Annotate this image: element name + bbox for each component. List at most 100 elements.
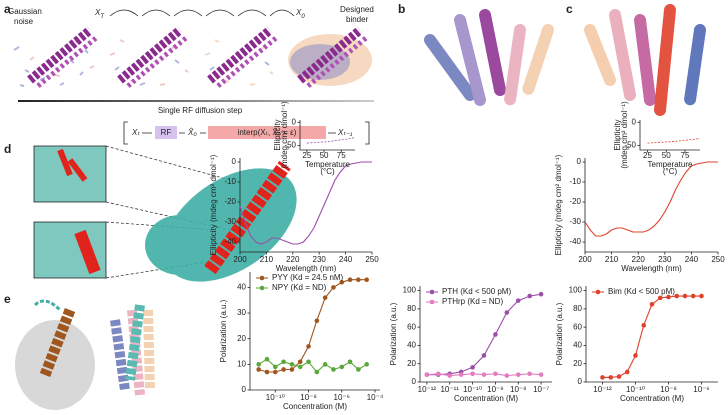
chart: 200 210 220 230 240 250 0 -10 -20 -30 -40 Wavelengt… — [209, 154, 379, 273]
y-axis-label: (mdeg cm² dmol⁻¹) — [620, 101, 629, 169]
x-tick-label: 10⁻⁶ — [334, 393, 350, 402]
line — [239, 161, 372, 245]
structure-b — [424, 9, 554, 106]
point — [608, 375, 614, 380]
point — [297, 364, 303, 370]
line — [647, 138, 701, 144]
point — [600, 375, 605, 380]
point — [331, 367, 336, 372]
axes — [585, 286, 718, 383]
fit-line — [258, 279, 367, 373]
noise-cloud — [13, 39, 274, 87]
legend-marker — [259, 275, 265, 281]
x-tick-label: 220 — [286, 255, 300, 264]
x-tick-label: 10⁻⁶ — [693, 385, 709, 394]
y-tick-label: 40 — [573, 341, 582, 350]
x-0-label: X0 — [295, 8, 305, 19]
x-tick-label: 10⁻⁹ — [487, 385, 504, 394]
y-tick-label: 40 — [407, 341, 416, 350]
point — [314, 369, 320, 375]
x-axis-label: Concentration (M) — [454, 394, 518, 403]
x-axis-label: Temperature — [648, 160, 693, 169]
chart: 10⁻¹² 10⁻¹⁰ 10⁻⁸ 10⁻⁶ 0 20 40 60 80 100 Concentrat… — [555, 286, 718, 403]
panel-label: e — [4, 292, 11, 306]
y-tick-label: -30 — [224, 217, 236, 226]
point — [281, 367, 286, 372]
chart: 10⁻¹⁰ 10⁻⁸ 10⁻⁶ 10⁻⁴ 0 10 20 30 40 Concentration … — [219, 272, 384, 411]
x-tick-label: 10⁻¹¹ — [440, 385, 459, 394]
binder-helix — [204, 160, 291, 275]
x-tick-label: 10⁻¹² — [593, 385, 612, 394]
point — [347, 359, 353, 365]
point — [264, 369, 270, 375]
y-tick-label: -10 — [569, 177, 581, 186]
zoom-residue — [74, 229, 101, 275]
structure-e — [15, 320, 95, 410]
zoom-residue — [57, 148, 88, 182]
legend-marker — [429, 299, 435, 305]
point — [314, 318, 320, 324]
legend-marker — [429, 289, 435, 295]
subscript: T — [100, 14, 105, 20]
point — [306, 344, 311, 349]
legend-marker — [259, 285, 265, 291]
point — [331, 285, 336, 290]
y-axis-label: (mdeg cm² dmol⁻¹) — [280, 101, 289, 169]
y-tick-label: -50 — [284, 140, 296, 149]
y-tick-label: 20 — [573, 359, 582, 368]
step-label: Single RF diffusion step — [158, 106, 243, 115]
protein-helix — [30, 30, 96, 86]
x-tick-label: 25 — [302, 151, 311, 160]
y-tick-label: 60 — [573, 322, 582, 331]
eq-box — [208, 126, 326, 139]
step-bar — [18, 100, 374, 102]
diffusion-arrows — [109, 9, 295, 17]
x-tick-label: 10⁻⁸ — [660, 385, 677, 394]
x-axis-label: Wavelength (nm) — [276, 264, 337, 273]
point — [624, 369, 630, 375]
y-tick-label: -20 — [224, 197, 236, 206]
point — [515, 372, 521, 377]
y-axis-label: Polarization (a.u.) — [389, 302, 398, 365]
symbol: X — [94, 8, 101, 17]
axes — [584, 158, 718, 253]
x-tick-label: 75 — [337, 151, 346, 160]
point — [281, 359, 286, 365]
point — [470, 371, 475, 377]
legend-marker — [595, 289, 601, 295]
y-tick-label: 60 — [407, 322, 416, 331]
x-axis-label: Wavelength (nm) — [621, 264, 682, 273]
x-tick-label: 240 — [685, 255, 699, 264]
x-tick-label: 230 — [658, 255, 672, 264]
point — [649, 301, 655, 307]
panel-label: c — [566, 2, 573, 16]
panel-label: a — [4, 2, 11, 16]
x-axis-label: (°C) — [320, 167, 335, 176]
legend-label: PTH (Kd < 500 pM) — [442, 287, 511, 296]
eq-term: RF — [161, 128, 172, 137]
point — [699, 293, 704, 299]
y-tick-label: -50 — [624, 140, 636, 149]
point — [493, 332, 498, 337]
y-tick-label: 30 — [237, 308, 246, 317]
x-tick-label: 10⁻¹⁰ — [266, 393, 285, 402]
y-tick-label: -20 — [569, 197, 581, 206]
point — [264, 356, 270, 362]
x-tick-label: 210 — [260, 255, 274, 264]
y-tick-label: 0 — [292, 117, 297, 126]
legend-label: PTHrp (Kd = ND) — [442, 297, 503, 306]
x-axis-label: Concentration (M) — [283, 402, 347, 411]
point — [273, 369, 278, 375]
point — [289, 367, 295, 372]
y-tick-label: 0 — [578, 377, 583, 386]
y-tick-label: -40 — [569, 237, 581, 246]
y-tick-label: 20 — [407, 359, 416, 368]
y-tick-label: 0 — [412, 377, 417, 386]
point — [504, 310, 510, 315]
point — [690, 293, 696, 299]
point — [481, 372, 487, 377]
point — [674, 293, 680, 299]
x-tick-label: 240 — [339, 255, 353, 264]
x-tick-label: 10⁻⁷ — [533, 385, 549, 394]
legend-label: Bim (Kd < 500 pM) — [608, 287, 675, 296]
